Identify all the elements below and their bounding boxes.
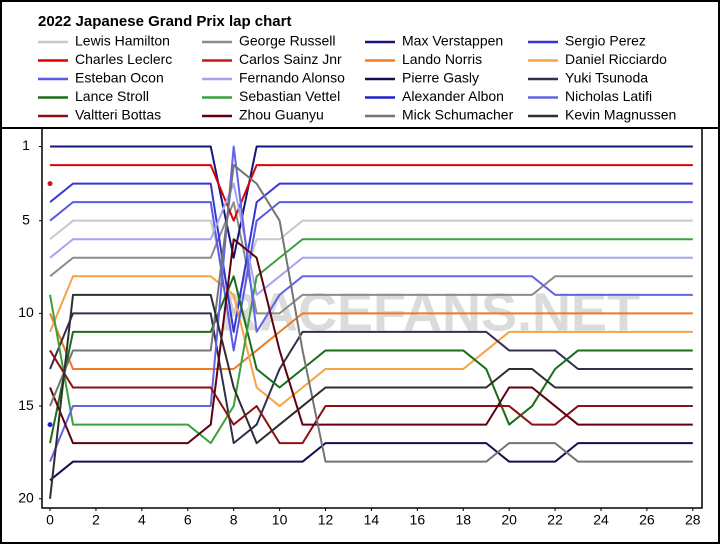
legend-label: Alexander Albon <box>402 88 504 104</box>
legend-label: Yuki Tsunoda <box>565 70 648 86</box>
x-tick-label: 20 <box>501 512 517 528</box>
series-line <box>49 293 693 499</box>
x-tick-label: 6 <box>184 512 192 528</box>
series-line <box>49 182 693 296</box>
series-line <box>49 182 693 333</box>
series-point <box>47 422 53 428</box>
legend-label: Valtteri Bottas <box>75 107 161 123</box>
x-tick-label: 0 <box>46 512 54 528</box>
series-line <box>49 201 693 315</box>
series-line <box>49 442 693 481</box>
legend-label: George Russell <box>239 33 336 49</box>
y-tick-label: 20 <box>18 489 34 505</box>
y-tick-label: 1 <box>22 137 30 153</box>
x-tick-label: 12 <box>318 512 334 528</box>
series-line <box>49 312 693 445</box>
series-line <box>50 164 693 222</box>
series-line <box>49 201 693 352</box>
series-line <box>49 312 693 370</box>
legend-label: Pierre Gasly <box>402 70 479 86</box>
x-tick-label: 14 <box>364 512 380 528</box>
legend-label: Lance Stroll <box>75 88 149 104</box>
series-line <box>50 145 693 259</box>
plot-frame <box>41 127 703 509</box>
x-tick-label: 16 <box>410 512 426 528</box>
legend-label: Nicholas Latifi <box>565 88 652 104</box>
series-line <box>49 238 693 445</box>
chart-title: 2022 Japanese Grand Prix lap chart <box>38 13 291 30</box>
legend-label: Fernando Alonso <box>239 70 345 86</box>
legend-label: Daniel Ricciardo <box>565 51 667 67</box>
y-tick-label: 10 <box>18 304 34 320</box>
x-tick-label: 4 <box>138 512 146 528</box>
y-tick-label: 5 <box>22 211 30 227</box>
x-tick-label: 10 <box>272 512 288 528</box>
x-tick-label: 24 <box>593 512 609 528</box>
legend-label: Carlos Sainz Jnr <box>239 51 342 67</box>
legend-label: Esteban Ocon <box>75 70 164 86</box>
legend-label: Charles Leclerc <box>75 51 172 67</box>
series-line <box>49 145 693 463</box>
legend-label: Sergio Perez <box>565 33 646 49</box>
series-line <box>49 164 693 463</box>
legend-label: Lando Norris <box>402 51 482 67</box>
legend-label: Sebastian Vettel <box>239 88 340 104</box>
legend-label: Max Verstappen <box>402 33 503 49</box>
x-tick-label: 22 <box>547 512 563 528</box>
x-tick-label: 28 <box>685 512 701 528</box>
legend-label: Mick Schumacher <box>402 107 514 123</box>
x-tick-label: 26 <box>639 512 655 528</box>
series-line <box>49 349 693 445</box>
x-tick-label: 18 <box>455 512 471 528</box>
series-point <box>47 181 53 187</box>
series-line <box>49 275 693 408</box>
series-line <box>49 219 693 315</box>
x-tick-label: 2 <box>92 512 100 528</box>
series-line <box>49 275 693 444</box>
series-line <box>49 238 693 445</box>
y-tick-label: 15 <box>18 397 34 413</box>
legend-label: Kevin Magnussen <box>565 107 676 123</box>
legend-label: Lewis Hamilton <box>75 33 170 49</box>
x-tick-label: 8 <box>230 512 238 528</box>
legend-label: Zhou Guanyu <box>239 107 324 123</box>
